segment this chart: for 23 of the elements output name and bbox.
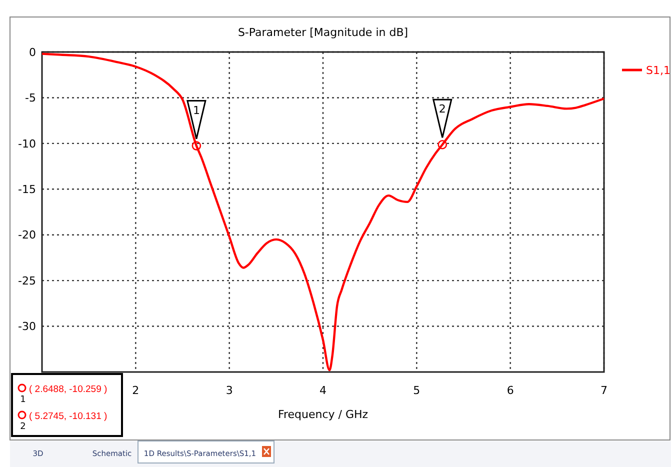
text: 2 <box>20 422 26 432</box>
x-tick-label: 7 <box>600 384 608 397</box>
x-tick-label: 3 <box>226 384 233 397</box>
text: ( 2.6488, -10.259 ) <box>29 384 108 395</box>
y-tick-label: -5 <box>25 92 36 105</box>
y-tick-label: -20 <box>18 228 36 242</box>
y-tick-label: 0 <box>29 46 36 59</box>
text: 1 <box>20 395 26 405</box>
y-tick-label: -30 <box>18 320 36 334</box>
y-tick-label: -25 <box>18 274 36 288</box>
y-tick-label: -10 <box>18 137 36 150</box>
x-axis-title: Frequency / GHz <box>278 408 368 421</box>
annotation: 1 <box>192 104 200 117</box>
x-tick-label: 4 <box>320 384 326 397</box>
x-tick-label: 5 <box>413 384 420 397</box>
text: ( 5.2745, -10.131 ) <box>29 411 108 422</box>
legend-label: S1,1 <box>646 64 670 77</box>
chart-title: S-Parameter [Magnitude in dB] <box>238 26 408 39</box>
x-tick-label: 6 <box>506 384 514 397</box>
y-tick-label: -15 <box>18 182 36 196</box>
annotation: 2 <box>438 102 446 116</box>
line-series <box>40 52 606 372</box>
x-tick-label: 2 <box>132 384 140 397</box>
